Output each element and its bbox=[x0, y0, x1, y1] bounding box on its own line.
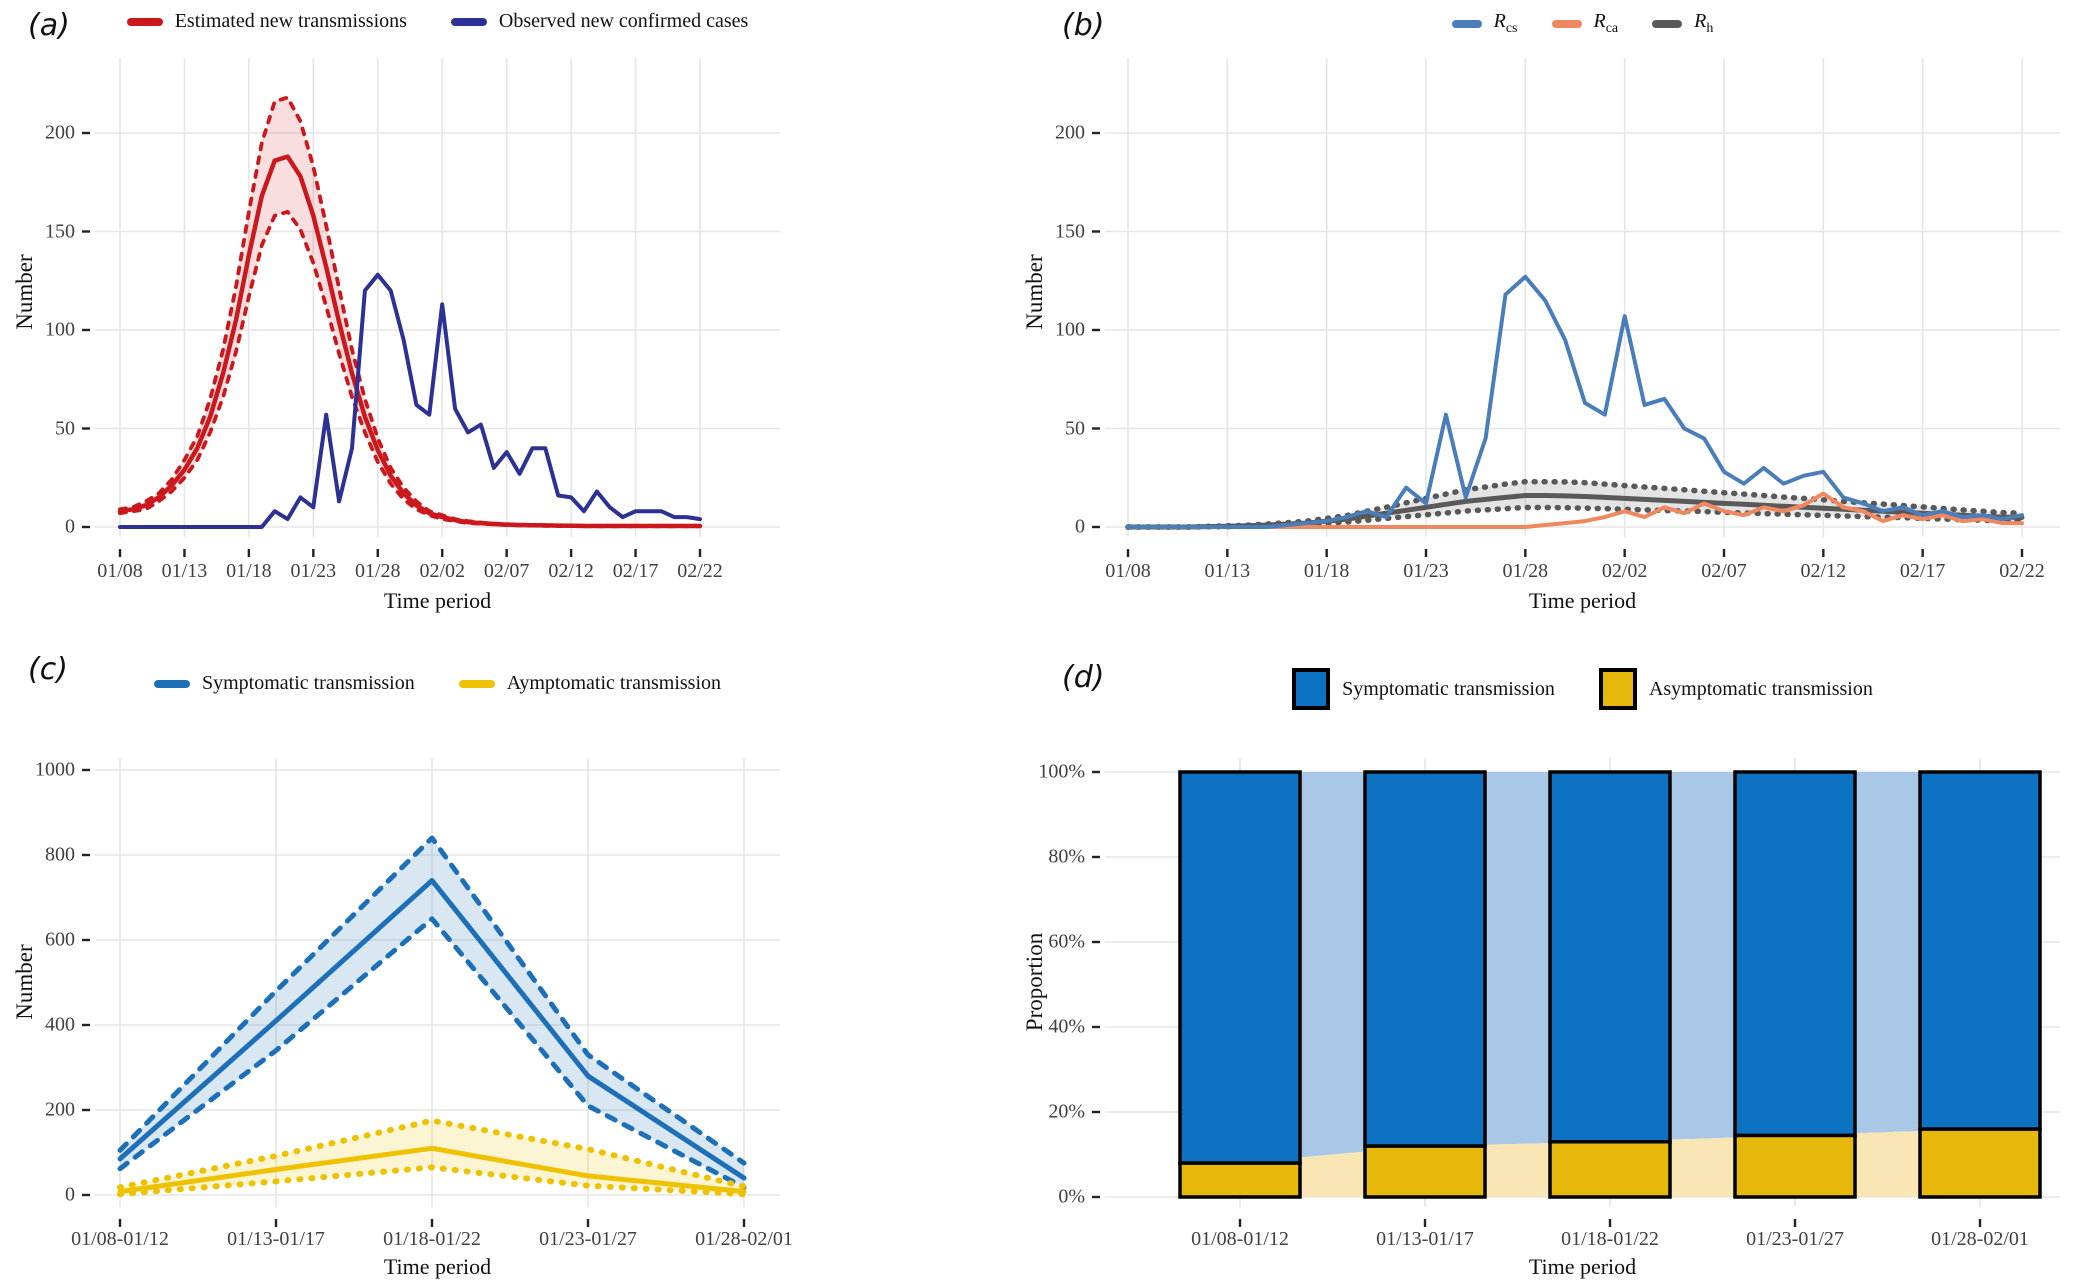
y-tick-label: 100 bbox=[45, 318, 75, 341]
line-swatch-blue bbox=[153, 679, 190, 688]
panel-label-b: (b) bbox=[1062, 8, 1105, 43]
y-tick-label: 0 bbox=[65, 1183, 75, 1206]
legend-item: Rcs bbox=[1451, 10, 1518, 37]
x-tick-label: 01/13 bbox=[161, 560, 208, 582]
y-tick-label: 20% bbox=[1048, 1100, 1085, 1123]
y-tick-label: 200 bbox=[45, 1098, 75, 1121]
y-tick-label: 800 bbox=[45, 843, 75, 866]
x-axis-title-d: Time period bbox=[1528, 1254, 1637, 1279]
x-tick-label: 01/28-02/01 bbox=[695, 1228, 793, 1250]
y-tick-label: 600 bbox=[45, 928, 75, 951]
x-tick-label: 01/18 bbox=[1303, 560, 1350, 582]
line-swatch-blue bbox=[1451, 19, 1482, 28]
x-tick-label: 02/02 bbox=[1601, 560, 1648, 582]
y-axis-title-b: Number bbox=[1022, 254, 1047, 330]
line-swatch-red bbox=[126, 17, 163, 26]
y-tick-label: 0 bbox=[1075, 515, 1085, 538]
x-tick-label: 02/07 bbox=[1701, 560, 1747, 582]
y-tick-label: 100% bbox=[1038, 760, 1085, 783]
y-tick-label: 40% bbox=[1048, 1015, 1085, 1038]
y-tick-label: 150 bbox=[1055, 220, 1085, 242]
x-tick-label: 01/28 bbox=[1502, 560, 1549, 582]
x-tick-label: 01/28-02/01 bbox=[1931, 1228, 2029, 1250]
y-tick-label: 150 bbox=[45, 220, 75, 242]
legend-item: Aymptomatic transmission bbox=[458, 672, 722, 695]
x-tick-label: 02/02 bbox=[419, 560, 465, 582]
bar-swatch-blue bbox=[1292, 668, 1331, 710]
legend-label: Rh bbox=[1694, 10, 1714, 36]
y-tick-label: 0% bbox=[1058, 1185, 1085, 1208]
x-tick-label: 02/22 bbox=[1999, 560, 2045, 582]
x-tick-label: 01/08 bbox=[1105, 560, 1151, 582]
x-tick-label: 01/08-01/12 bbox=[71, 1228, 169, 1250]
x-tick-label: 01/13-01/17 bbox=[227, 1228, 325, 1250]
x-axis-title-b: Time period bbox=[1528, 588, 1637, 613]
legend-label: Rca bbox=[1593, 10, 1619, 36]
x-tick-label: 01/23-01/27 bbox=[539, 1228, 637, 1250]
legend-item: Asymptomatic transmission bbox=[1598, 668, 1873, 710]
legend-panel-a: Estimated new transmissions Observed new… bbox=[95, 10, 780, 33]
y-tick-label: 50 bbox=[55, 417, 75, 439]
y-tick-label: 400 bbox=[45, 1013, 75, 1036]
legend-label: Aymptomatic transmission bbox=[506, 672, 722, 694]
legend-label: Estimated new transmissions bbox=[174, 10, 407, 32]
x-axis-title-c: Time period bbox=[383, 1254, 492, 1279]
x-tick-label: 01/18-01/22 bbox=[1561, 1228, 1659, 1250]
legend-label: Rcs bbox=[1493, 10, 1518, 36]
x-tick-label: 02/07 bbox=[483, 560, 530, 582]
x-tick-label: 02/17 bbox=[1899, 560, 1946, 582]
legend-panel-b: Rcs Rca Rh bbox=[1105, 10, 2060, 37]
x-tick-label: 01/18 bbox=[226, 560, 272, 582]
legend-item: Symptomatic transmission bbox=[1292, 668, 1555, 710]
y-tick-label: 60% bbox=[1048, 930, 1085, 953]
bar-swatch-gold bbox=[1598, 668, 1637, 710]
x-tick-label: 02/17 bbox=[612, 560, 659, 582]
x-tick-label: 01/08 bbox=[97, 560, 143, 582]
panel-label-c: (c) bbox=[28, 652, 68, 687]
y-tick-label: 50 bbox=[1065, 417, 1085, 439]
line-swatch-navy bbox=[450, 17, 487, 26]
legend-label: Symptomatic transmission bbox=[201, 672, 415, 694]
y-axis-title-a: Number bbox=[12, 254, 37, 330]
panel-label-a: (a) bbox=[28, 8, 70, 43]
x-tick-label: 01/13 bbox=[1204, 560, 1251, 582]
x-tick-label: 02/22 bbox=[677, 560, 723, 582]
x-tick-label: 02/12 bbox=[548, 560, 594, 582]
x-tick-label: 01/18-01/22 bbox=[383, 1228, 481, 1250]
legend-label: Symptomatic transmission bbox=[1342, 677, 1555, 700]
y-tick-label: 200 bbox=[45, 121, 75, 144]
legend-item: Estimated new transmissions bbox=[126, 10, 407, 33]
x-tick-label: 01/23-01/27 bbox=[1746, 1228, 1844, 1250]
legend-label: Observed new confirmed cases bbox=[498, 10, 749, 32]
y-tick-label: 200 bbox=[1055, 121, 1085, 144]
line-swatch-yellow bbox=[458, 679, 495, 688]
legend-panel-d: Symptomatic transmission Asymptomatic tr… bbox=[1105, 668, 2060, 710]
legend-label: Asymptomatic transmission bbox=[1648, 677, 1873, 700]
legend-item: Rh bbox=[1652, 10, 1713, 37]
x-tick-label: 01/13-01/17 bbox=[1376, 1228, 1474, 1250]
x-tick-label: 01/28 bbox=[354, 560, 401, 582]
x-axis-title-a: Time period bbox=[383, 588, 492, 613]
panel-label-d: (d) bbox=[1062, 660, 1105, 695]
line-swatch-orange bbox=[1551, 19, 1582, 28]
line-swatch-gray bbox=[1652, 19, 1683, 28]
x-tick-label: 01/23 bbox=[1403, 560, 1449, 582]
x-tick-label: 01/23 bbox=[290, 560, 337, 582]
y-axis-title-c: Number bbox=[12, 944, 37, 1020]
legend-item: Symptomatic transmission bbox=[153, 672, 415, 695]
legend-panel-c: Symptomatic transmission Aymptomatic tra… bbox=[95, 672, 780, 695]
x-tick-label: 01/08-01/12 bbox=[1191, 1228, 1289, 1250]
legend-item: Rca bbox=[1551, 10, 1619, 37]
legend-item: Observed new confirmed cases bbox=[450, 10, 749, 33]
y-tick-label: 100 bbox=[1055, 318, 1085, 341]
x-tick-label: 02/12 bbox=[1800, 560, 1847, 582]
y-tick-label: 1000 bbox=[35, 758, 75, 781]
y-tick-label: 0 bbox=[65, 515, 75, 538]
y-tick-label: 80% bbox=[1048, 845, 1085, 868]
y-axis-title-d: Proportion bbox=[1022, 932, 1047, 1032]
